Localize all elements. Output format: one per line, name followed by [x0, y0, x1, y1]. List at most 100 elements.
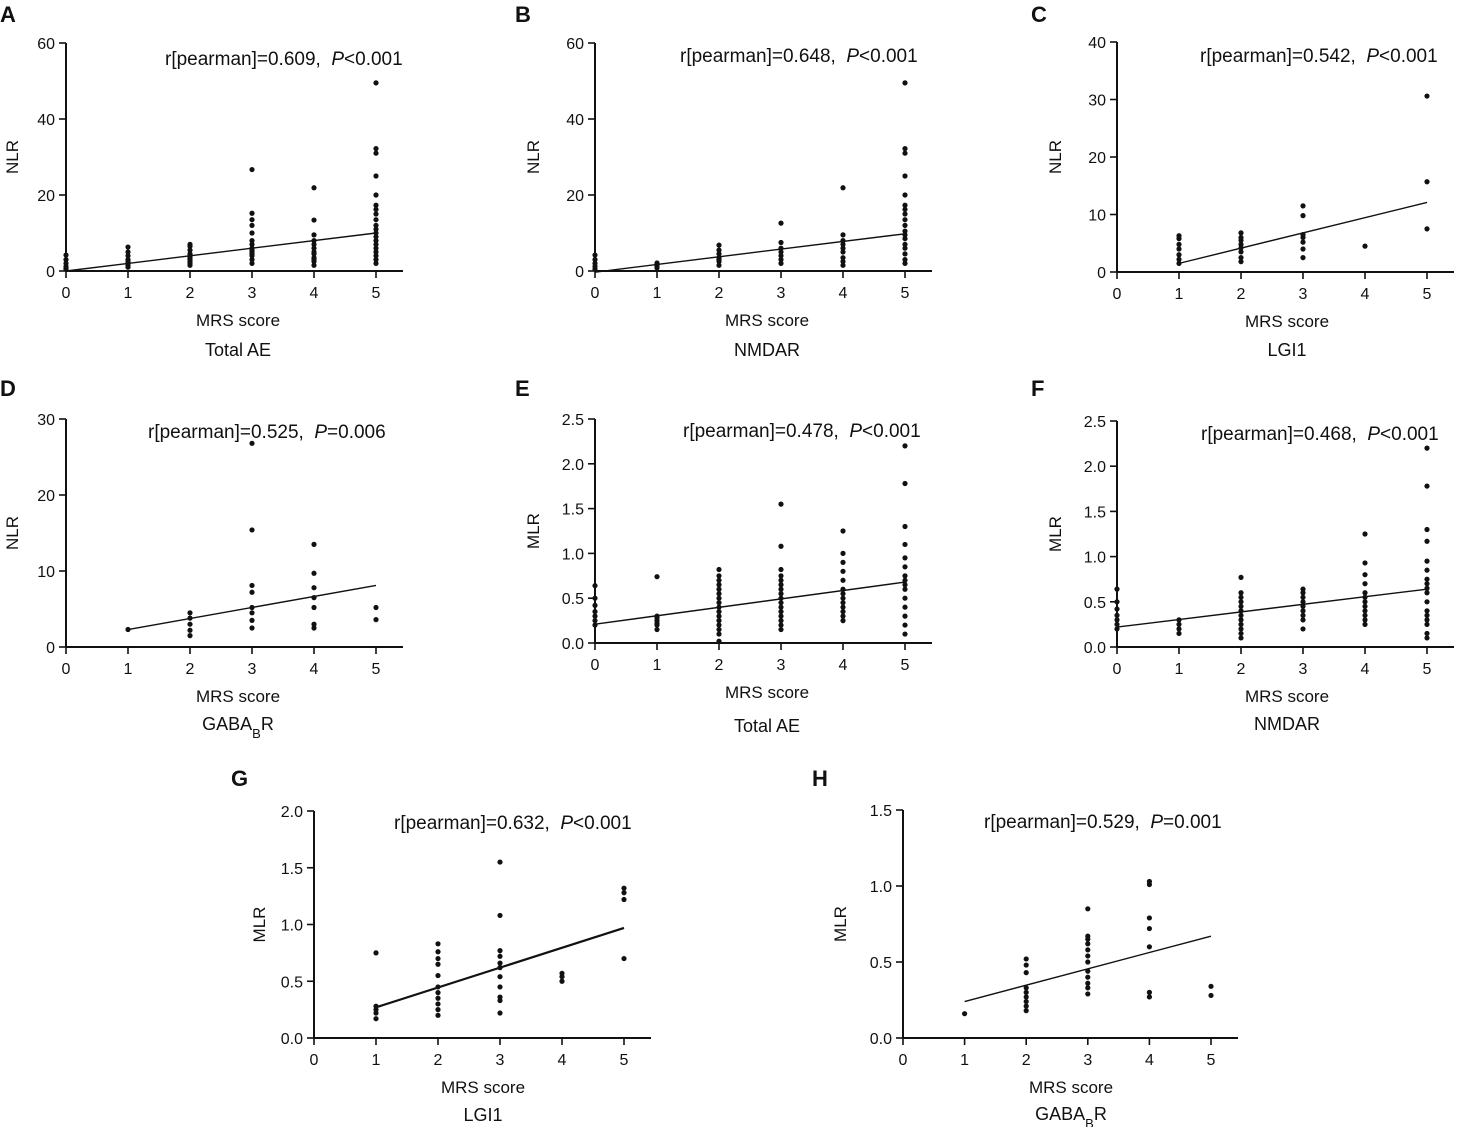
- panel-caption: LGI1: [1267, 340, 1306, 360]
- x-tick-label: 4: [1145, 1052, 1154, 1069]
- y-axis-label: NLR: [1046, 140, 1065, 174]
- panel-c: C 0 10 20 30 40 0 1 2 3 4 5 NLR MRS score LGI1 r[pearma…: [1031, 2, 1454, 360]
- y-tick-label: 2.0: [281, 804, 303, 821]
- data-point: [373, 241, 379, 247]
- data-point: [840, 241, 846, 247]
- data-point: [1085, 941, 1091, 947]
- data-point: [435, 961, 441, 967]
- data-point: [654, 574, 660, 580]
- data-point: [435, 955, 441, 962]
- data-point: [1023, 956, 1029, 962]
- correlation-annotation: r[pearman]=0.648, P<0.001: [680, 46, 918, 67]
- data-point: [621, 890, 627, 896]
- data-point: [1300, 612, 1306, 618]
- data-point: [497, 912, 503, 919]
- y-tick-label: 20: [37, 188, 55, 205]
- data-point: [249, 166, 255, 173]
- y-tick-label: 2.0: [1084, 459, 1106, 476]
- data-point: [1176, 252, 1182, 258]
- data-point: [902, 260, 908, 266]
- data-point: [1238, 259, 1244, 265]
- x-tick-label: 2: [186, 285, 195, 302]
- x-tick-label: 1: [653, 285, 662, 302]
- data-point: [1023, 994, 1029, 1000]
- data-point: [1085, 974, 1091, 980]
- data-point: [716, 631, 722, 637]
- data-point: [778, 249, 784, 255]
- panel-caption: LGI1: [463, 1105, 502, 1125]
- data-point: [373, 222, 379, 228]
- data-point: [1300, 617, 1306, 623]
- data-point: [1238, 626, 1244, 632]
- y-tick-label: 0.5: [281, 974, 303, 991]
- x-tick-label: 0: [310, 1052, 319, 1069]
- panel-a: A 0 20 40 60 0 1 2 3 4 5 NLR MRS score Total AE r[pear…: [0, 2, 403, 360]
- data-point: [840, 258, 846, 265]
- data-point: [1238, 230, 1244, 236]
- data-point: [778, 239, 784, 246]
- data-point: [1362, 621, 1368, 628]
- data-point: [311, 217, 317, 223]
- y-tick-label: 1.0: [1084, 550, 1106, 567]
- data-point: [63, 265, 69, 271]
- x-tick-label: 4: [839, 657, 848, 674]
- data-point: [654, 626, 660, 633]
- y-tick-label: 0.0: [281, 1031, 303, 1048]
- x-axis-label: MRS score: [725, 683, 809, 702]
- caption-main: Total AE: [205, 340, 271, 360]
- x-tick-label: 0: [1113, 661, 1122, 678]
- data-point: [840, 577, 846, 583]
- data-point: [125, 244, 131, 250]
- x-tick-label: 3: [777, 657, 786, 674]
- data-point: [592, 257, 598, 263]
- data-point: [311, 245, 317, 251]
- data-point: [902, 555, 908, 561]
- stat-p-value: <0.001: [859, 46, 918, 67]
- y-axis-label: NLR: [3, 140, 22, 174]
- y-tick-label: 0: [575, 264, 584, 281]
- data-point: [249, 210, 255, 216]
- x-axis-label: MRS score: [1029, 1078, 1113, 1097]
- regression-line: [594, 233, 906, 273]
- panel-letter: B: [515, 2, 531, 27]
- x-tick-label: 2: [1237, 286, 1246, 303]
- data-point: [840, 609, 846, 615]
- data-point: [1424, 226, 1430, 232]
- x-tick-label: 1: [1175, 661, 1184, 678]
- data-point: [373, 253, 379, 259]
- data-point: [1424, 635, 1430, 641]
- y-tick-label: 0: [46, 264, 55, 281]
- data-point: [1238, 630, 1244, 637]
- data-point: [902, 257, 908, 263]
- data-point: [373, 245, 379, 251]
- data-point: [373, 192, 379, 198]
- data-point: [902, 480, 908, 487]
- x-tick-label: 3: [248, 285, 257, 302]
- data-point: [435, 1012, 441, 1018]
- data-point: [778, 257, 784, 263]
- x-tick-label: 0: [591, 285, 600, 302]
- x-tick-label: 5: [901, 657, 910, 674]
- data-point: [778, 586, 784, 592]
- x-tick-label: 5: [901, 285, 910, 302]
- correlation-annotation: r[pearman]=0.542, P<0.001: [1200, 46, 1438, 67]
- y-tick-label: 1.5: [562, 502, 584, 519]
- data-point: [716, 626, 722, 633]
- data-point: [373, 146, 379, 152]
- data-point: [778, 622, 784, 628]
- data-point: [1146, 944, 1152, 950]
- data-point: [1300, 608, 1306, 614]
- data-point: [435, 972, 441, 979]
- x-tick-label: 0: [1113, 286, 1122, 303]
- data-point: [1238, 599, 1244, 605]
- x-axis-label: MRS score: [196, 687, 280, 706]
- regression-line: [594, 581, 906, 625]
- y-axis-label: NLR: [524, 140, 543, 174]
- data-point: [778, 613, 784, 619]
- x-tick-label: 3: [248, 661, 257, 678]
- data-point: [311, 257, 317, 263]
- data-point: [249, 440, 255, 446]
- data-point: [716, 591, 722, 597]
- data-point: [373, 202, 379, 208]
